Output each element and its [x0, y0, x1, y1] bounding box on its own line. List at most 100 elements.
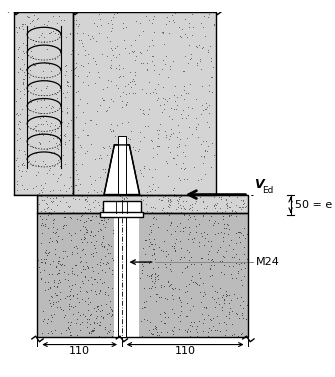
- Point: [226, 231, 231, 237]
- Point: [87, 232, 92, 238]
- Point: [51, 171, 56, 177]
- Point: [221, 271, 227, 277]
- Point: [179, 303, 184, 309]
- Point: [144, 272, 149, 278]
- Point: [141, 197, 146, 203]
- Point: [123, 101, 129, 107]
- Point: [73, 21, 78, 28]
- Point: [111, 14, 116, 20]
- Point: [177, 286, 182, 292]
- Point: [58, 132, 63, 138]
- Point: [65, 271, 70, 277]
- Point: [212, 205, 217, 211]
- Point: [171, 19, 177, 25]
- Point: [222, 230, 227, 236]
- Point: [53, 56, 58, 62]
- Point: [147, 319, 152, 325]
- Point: [102, 217, 107, 223]
- Point: [201, 320, 206, 326]
- Point: [108, 38, 113, 44]
- Point: [21, 160, 26, 166]
- Point: [17, 135, 23, 141]
- Point: [241, 232, 246, 238]
- Point: [58, 305, 63, 311]
- Point: [205, 238, 211, 244]
- Point: [162, 128, 168, 134]
- Point: [61, 222, 66, 228]
- Point: [94, 23, 99, 29]
- Point: [144, 194, 149, 200]
- Point: [181, 198, 186, 204]
- Point: [22, 72, 27, 78]
- Point: [194, 323, 200, 329]
- Point: [212, 22, 217, 28]
- Point: [146, 260, 152, 266]
- Point: [109, 65, 114, 71]
- Point: [36, 190, 41, 196]
- Point: [238, 266, 243, 272]
- Point: [202, 229, 207, 235]
- Point: [97, 308, 103, 314]
- Point: [138, 20, 143, 26]
- Point: [38, 187, 43, 193]
- Point: [205, 49, 210, 55]
- Point: [172, 193, 177, 199]
- Point: [110, 257, 116, 263]
- Point: [43, 249, 48, 255]
- Point: [23, 21, 28, 28]
- Point: [116, 207, 121, 213]
- Point: [84, 132, 90, 138]
- Point: [150, 331, 155, 337]
- Point: [41, 115, 46, 121]
- Point: [162, 209, 167, 215]
- Point: [87, 173, 92, 179]
- Point: [121, 196, 127, 202]
- Point: [45, 205, 50, 211]
- Point: [162, 294, 168, 300]
- Point: [185, 326, 190, 333]
- Point: [21, 91, 26, 97]
- Point: [238, 302, 243, 308]
- Point: [178, 92, 184, 98]
- Point: [100, 260, 106, 266]
- Point: [181, 176, 187, 182]
- Point: [21, 86, 27, 92]
- Point: [68, 67, 73, 74]
- Point: [221, 221, 227, 227]
- Point: [140, 107, 145, 113]
- Point: [200, 159, 206, 166]
- Point: [93, 291, 98, 297]
- Point: [75, 102, 80, 108]
- Point: [43, 104, 48, 110]
- Point: [52, 246, 58, 252]
- Point: [199, 153, 204, 159]
- Point: [73, 320, 78, 326]
- Bar: [14, 12, 73, 195]
- Point: [224, 202, 230, 208]
- Point: [184, 247, 189, 253]
- Point: [185, 300, 190, 306]
- Point: [141, 163, 147, 169]
- Point: [180, 203, 186, 209]
- Point: [64, 34, 69, 40]
- Point: [166, 212, 172, 218]
- Point: [19, 106, 24, 112]
- Point: [87, 321, 92, 327]
- Point: [62, 312, 67, 318]
- Point: [20, 21, 25, 28]
- Point: [84, 259, 89, 265]
- Point: [152, 323, 158, 329]
- Point: [19, 67, 24, 73]
- Point: [68, 237, 73, 243]
- Point: [168, 149, 173, 155]
- Point: [205, 256, 210, 262]
- Point: [55, 227, 60, 233]
- Point: [223, 201, 228, 207]
- Point: [67, 283, 72, 289]
- Point: [205, 251, 211, 257]
- Point: [107, 304, 113, 310]
- Point: [165, 74, 171, 80]
- Point: [76, 21, 81, 27]
- Point: [193, 326, 198, 332]
- Point: [43, 85, 49, 91]
